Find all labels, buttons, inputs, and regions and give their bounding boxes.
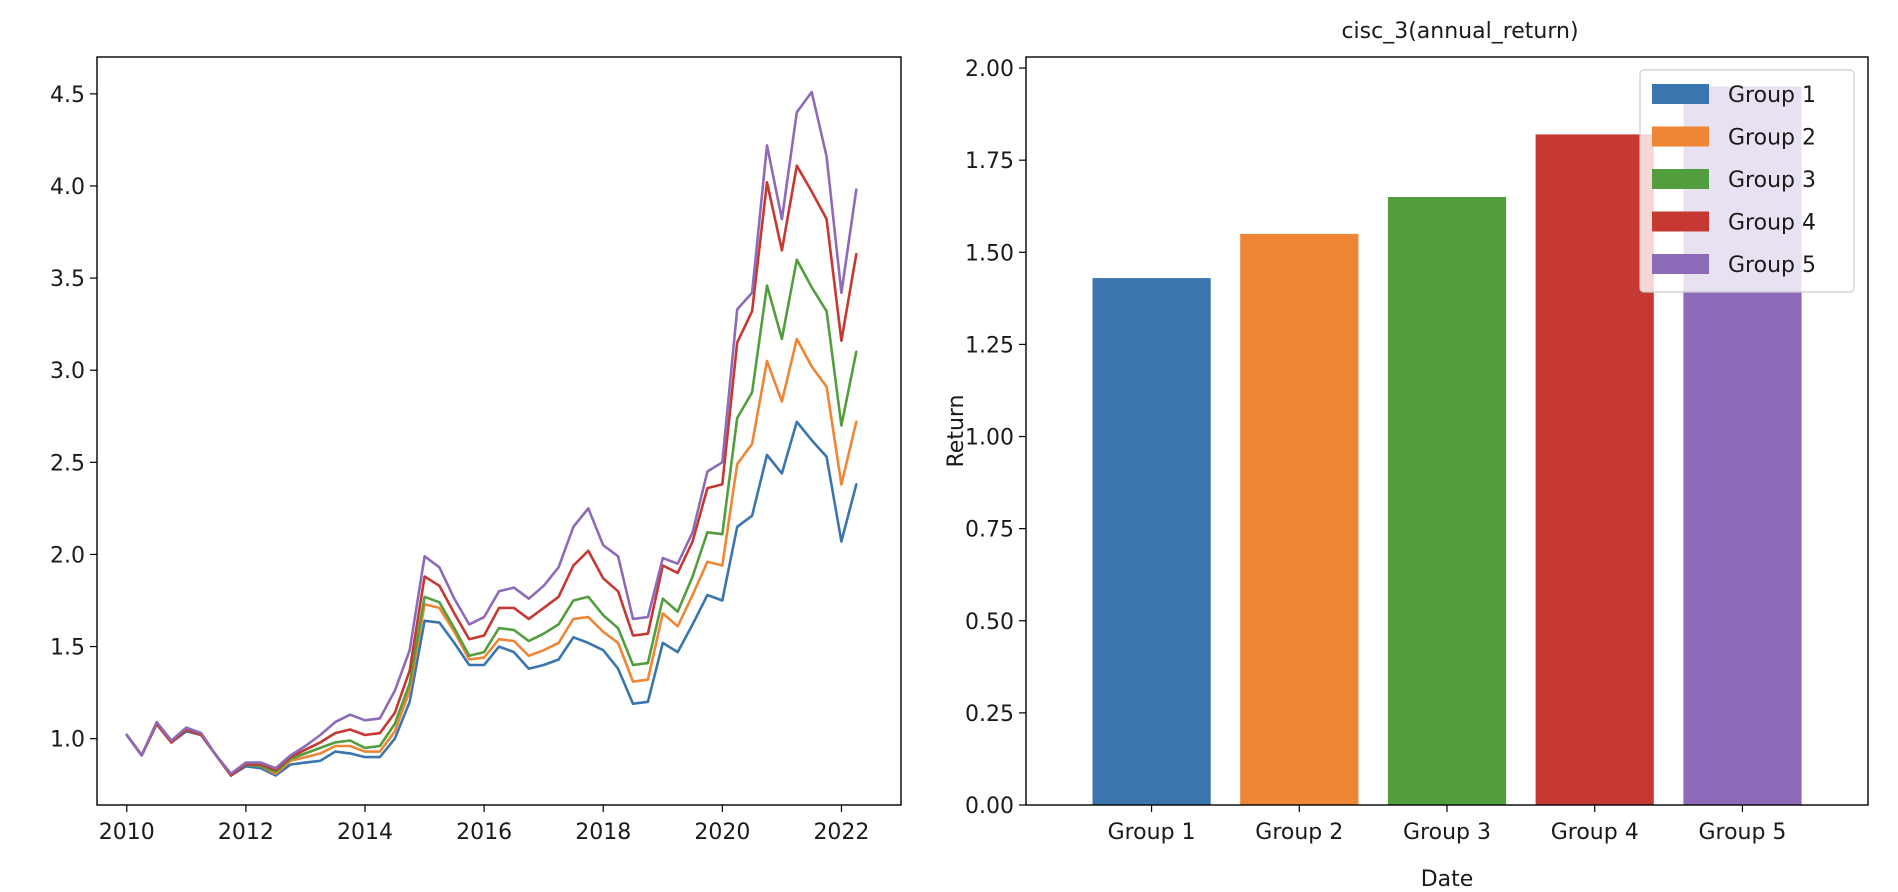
y-tick-label: 1.75	[965, 149, 1014, 174]
y-tick-label: 1.50	[965, 241, 1014, 266]
legend-label-1: Group 1	[1728, 83, 1816, 108]
line-chart-axes: 2010 2012 2014 2016 2018 2020 2022 1.0 1.5 2.0 2.5…	[50, 83, 869, 845]
y-tick-label: 2.5	[50, 451, 85, 476]
y-tick-label: 2.00	[965, 57, 1014, 82]
line-chart-frame	[96, 56, 902, 806]
bar-chart-y-axis-label: Return	[944, 394, 969, 467]
y-tick-label: 2.0	[50, 543, 85, 568]
legend-swatch-2	[1652, 126, 1709, 147]
line-series-group	[125, 90, 858, 777]
line-chart-panel: 2010 2012 2014 2016 2018 2020 2022 1.0 1.5 2.0 2.5…	[50, 56, 902, 845]
line-series-5	[125, 90, 858, 775]
x-tick-label: 2020	[694, 820, 750, 845]
y-tick-label: 1.00	[965, 426, 1014, 451]
y-tick-label: 3.5	[50, 267, 85, 292]
x-tick-label: 2022	[813, 820, 869, 845]
bar-chart-panel: cisc_3(annual_return) Group 1 Group 2 Grou…	[944, 19, 1869, 892]
y-tick-label: 0.75	[965, 518, 1014, 543]
x-tick-label: 2016	[456, 820, 512, 845]
legend-label-5: Group 5	[1728, 253, 1816, 278]
x-tick-label: Group 3	[1403, 820, 1491, 845]
bar-group-3	[1387, 197, 1507, 805]
x-tick-label: Group 2	[1255, 820, 1343, 845]
bar-chart-x-axis-label: Date	[1421, 867, 1474, 892]
bar-group-2	[1240, 233, 1359, 805]
y-tick-label: 0.25	[965, 702, 1014, 727]
bar-chart-legend: Group 1 Group 2 Group 3 Group 4 Group 5	[1639, 69, 1855, 293]
y-tick-label: 1.5	[50, 636, 85, 661]
legend-label-2: Group 2	[1728, 126, 1816, 151]
legend-swatch-3	[1652, 169, 1709, 189]
bar-series-group	[1092, 86, 1802, 806]
bar-chart-title: cisc_3(annual_return)	[1341, 19, 1578, 44]
x-tick-label: 2018	[575, 820, 631, 845]
y-tick-label: 4.0	[50, 175, 85, 200]
bar-chart-axes: Group 1 Group 2 Group 3 Group 4 Group 5 0.00 0…	[965, 57, 1786, 845]
line-series-4	[125, 164, 858, 777]
x-tick-label: Group 4	[1551, 820, 1639, 845]
x-tick-label: 2014	[337, 820, 393, 845]
legend-label-3: Group 3	[1728, 168, 1816, 193]
legend-swatch-5	[1652, 254, 1709, 274]
legend-items: Group 1 Group 2 Group 3 Group 4 Group 5	[1652, 83, 1816, 278]
y-tick-label: 4.5	[50, 83, 85, 108]
x-tick-label: Group 1	[1108, 820, 1196, 845]
y-tick-label: 0.50	[965, 610, 1014, 635]
y-tick-label: 1.0	[50, 728, 85, 753]
y-tick-label: 3.0	[50, 359, 85, 384]
legend-box	[1639, 69, 1855, 293]
bar-chart-frame	[1025, 56, 1869, 806]
x-tick-label: 2012	[218, 820, 274, 845]
y-tick-label: 1.25	[965, 333, 1014, 358]
line-series-1	[125, 420, 858, 777]
x-tick-label: Group 5	[1698, 820, 1786, 845]
legend-label-4: Group 4	[1728, 211, 1816, 236]
legend-swatch-1	[1652, 84, 1709, 104]
x-tick-label: 2010	[99, 820, 155, 845]
bar-group-1	[1092, 278, 1211, 806]
y-tick-label: 0.00	[965, 794, 1014, 819]
bar-group-4	[1535, 134, 1654, 805]
legend-swatch-4	[1652, 211, 1709, 232]
